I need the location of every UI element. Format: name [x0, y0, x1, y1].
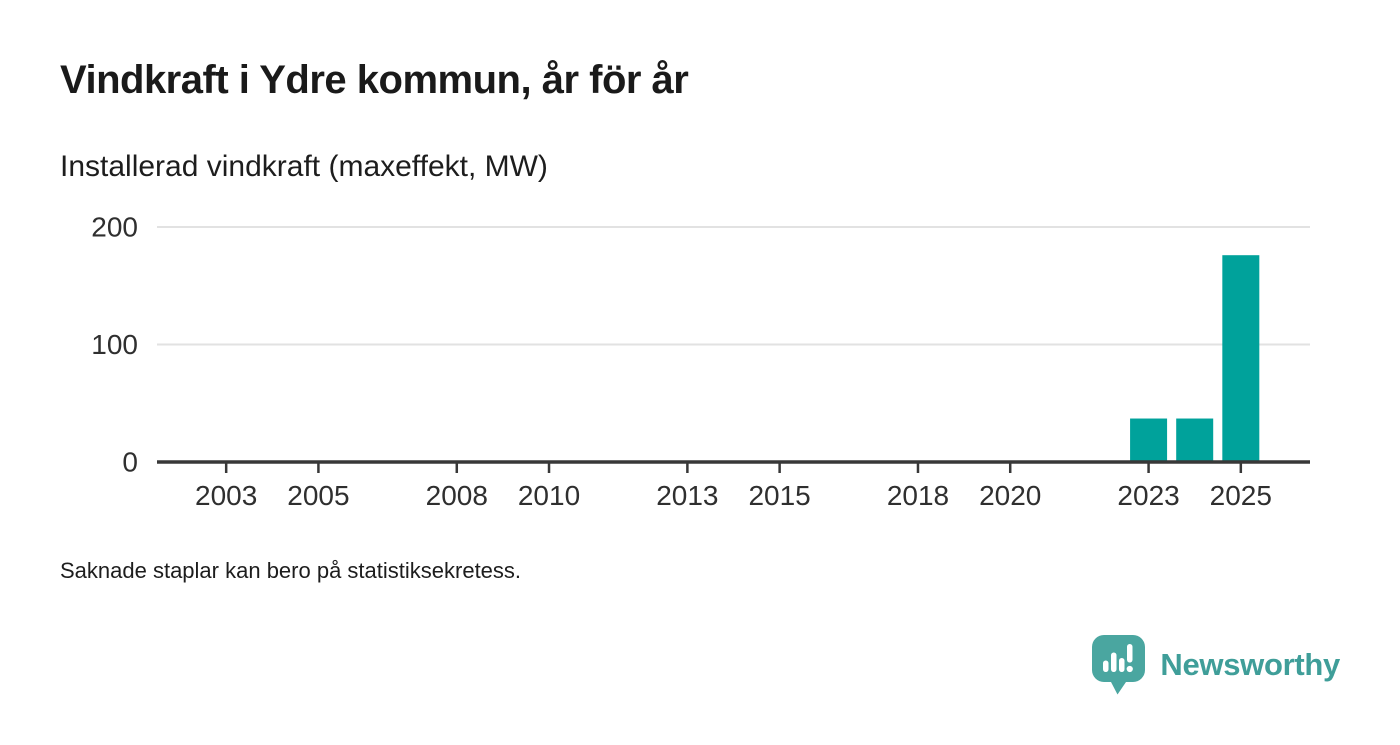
chart-footnote: Saknade staplar kan bero på statistiksek…: [60, 558, 522, 583]
bar-chart-canvas: 2003 2005 2008 2010 2013 2015 2018 2020 2023 2025…: [91, 212, 1310, 511]
y-tick-label-0: 0: [122, 447, 138, 478]
x-tick-label-2010: 2010: [518, 480, 580, 511]
chart-subtitle: Installerad vindkraft (maxeffekt, MW): [60, 150, 548, 183]
chart-title: Vindkraft i Ydre kommun, år för år: [60, 58, 689, 102]
x-tick-label-2025: 2025: [1210, 480, 1272, 511]
x-tick-label-2018: 2018: [887, 480, 949, 511]
logo-mini-bar-chart: [1103, 644, 1134, 673]
newsworthy-logo-icon: [1092, 635, 1146, 695]
x-tick-label-2003: 2003: [195, 480, 257, 511]
bar-2023: [1130, 418, 1168, 462]
bar-2025: [1222, 255, 1260, 462]
x-tick-label-2005: 2005: [287, 480, 349, 511]
newsworthy-logo: Newsworthy: [1091, 634, 1340, 696]
x-tick-label-2008: 2008: [426, 480, 488, 511]
y-tick-label-200: 200: [91, 212, 138, 243]
x-tick-label-2015: 2015: [748, 480, 810, 511]
x-tick-label-2020: 2020: [979, 480, 1041, 511]
newsworthy-logo-text: Newsworthy: [1160, 647, 1340, 682]
x-tick-label-2013: 2013: [656, 480, 718, 511]
bar-2024: [1176, 418, 1214, 462]
y-tick-label-100: 100: [91, 329, 138, 360]
logo-bubble-shape: [1092, 635, 1146, 695]
x-tick-label-2023: 2023: [1117, 480, 1179, 511]
